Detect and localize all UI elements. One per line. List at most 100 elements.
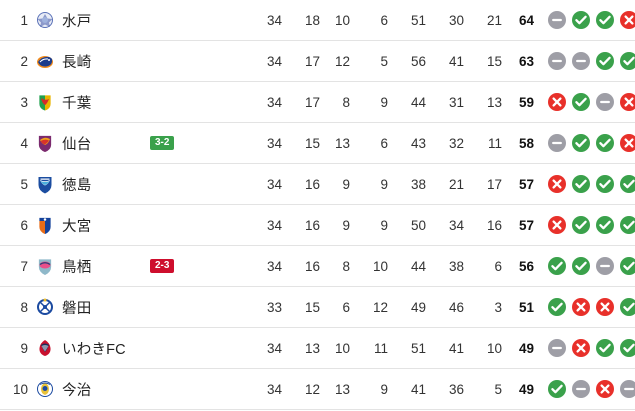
form-cross-icon[interactable]: [548, 216, 566, 234]
goals-for-cell: 51: [410, 340, 426, 356]
form-check-icon[interactable]: [548, 380, 566, 398]
goal-difference-cell: 16: [486, 217, 502, 233]
form-check-icon[interactable]: [620, 52, 635, 70]
form-dash-icon[interactable]: [548, 52, 566, 70]
drawn-cell: 8: [342, 94, 350, 110]
goal-difference-cell: 21: [486, 12, 502, 28]
form-check-icon[interactable]: [572, 134, 590, 152]
lost-cell: 9: [380, 381, 388, 397]
form-check-icon[interactable]: [620, 257, 635, 275]
stats-group: 34 13 10 11 51 41 10 49: [252, 341, 534, 356]
form-dash-icon[interactable]: [572, 380, 590, 398]
table-row[interactable]: 10 今治 34 12 13 9 41 36 5 49: [0, 369, 635, 410]
goals-against-cell: 21: [448, 176, 464, 192]
form-cross-icon[interactable]: [620, 134, 635, 152]
form-check-icon[interactable]: [596, 11, 614, 29]
form-check-icon[interactable]: [548, 298, 566, 316]
goal-difference-cell: 17: [486, 176, 502, 192]
form-dash-icon[interactable]: [620, 380, 635, 398]
table-row[interactable]: 6 大宮 34 16 9 9 50 34 16 57: [0, 205, 635, 246]
goals-against-cell: 36: [448, 381, 464, 397]
form-group: [548, 216, 635, 234]
form-cross-icon[interactable]: [596, 380, 614, 398]
rank-cell: 7: [20, 258, 28, 274]
goals-against-cell: 31: [448, 94, 464, 110]
lost-cell: 9: [380, 94, 388, 110]
form-dash-icon[interactable]: [548, 134, 566, 152]
form-check-icon[interactable]: [620, 175, 635, 193]
form-group: [548, 134, 635, 152]
table-row[interactable]: 8 磐田 33 15 6 12 49 46 3 51: [0, 287, 635, 328]
stats-group: 34 17 12 5 56 41 15 63: [252, 54, 534, 69]
jubilo-iwata-crest: [28, 296, 62, 318]
team-name[interactable]: 仙台: [62, 136, 92, 153]
played-cell: 33: [266, 299, 282, 315]
form-group: [548, 93, 635, 111]
form-cross-icon[interactable]: [596, 298, 614, 316]
goals-against-cell: 32: [448, 135, 464, 151]
lost-cell: 12: [372, 299, 388, 315]
rank-cell: 3: [20, 94, 28, 110]
form-check-icon[interactable]: [596, 175, 614, 193]
rank-cell: 6: [20, 217, 28, 233]
form-cross-icon[interactable]: [572, 339, 590, 357]
points-cell: 57: [518, 176, 534, 192]
stats-group: 33 15 6 12 49 46 3 51: [252, 300, 534, 315]
goal-difference-cell: 5: [494, 381, 502, 397]
fc-imabari-crest: [28, 378, 62, 400]
goals-for-cell: 38: [410, 176, 426, 192]
form-check-icon[interactable]: [548, 257, 566, 275]
form-check-icon[interactable]: [620, 298, 635, 316]
table-row[interactable]: 1 水戸 34 18 10 6 51 30 21 64: [0, 0, 635, 41]
form-dash-icon[interactable]: [548, 11, 566, 29]
goal-difference-cell: 15: [486, 53, 502, 69]
form-cross-icon[interactable]: [572, 298, 590, 316]
form-dash-icon[interactable]: [572, 52, 590, 70]
form-check-icon[interactable]: [572, 11, 590, 29]
form-check-icon[interactable]: [572, 216, 590, 234]
form-check-icon[interactable]: [572, 257, 590, 275]
live-score-badge[interactable]: 3-2: [150, 136, 175, 150]
team-name[interactable]: 水戸: [62, 13, 92, 30]
form-cross-icon[interactable]: [548, 175, 566, 193]
team-name[interactable]: 今治: [62, 382, 92, 399]
table-row[interactable]: 4 仙台 3-2 34 15 13 6 43 32 11 58: [0, 123, 635, 164]
table-row[interactable]: 2 長崎 34 17 12 5 56 41 15 63: [0, 41, 635, 82]
form-check-icon[interactable]: [596, 52, 614, 70]
table-row[interactable]: 5 徳島 34 16 9 9 38 21 17 57: [0, 164, 635, 205]
form-cross-icon[interactable]: [620, 93, 635, 111]
form-dash-icon[interactable]: [596, 257, 614, 275]
played-cell: 34: [266, 340, 282, 356]
table-row[interactable]: 3 千葉 34 17 8 9 44 31 13 59: [0, 82, 635, 123]
form-check-icon[interactable]: [620, 216, 635, 234]
team-name[interactable]: 長崎: [62, 54, 92, 71]
form-group: [548, 339, 635, 357]
mito-hollyhock-crest: [28, 9, 62, 31]
form-check-icon[interactable]: [596, 339, 614, 357]
table-row[interactable]: 9 いわきFC 34 13 10 11 51 41 10 49: [0, 328, 635, 369]
form-check-icon[interactable]: [596, 216, 614, 234]
lost-cell: 6: [380, 12, 388, 28]
team-name[interactable]: いわきFC: [62, 341, 126, 358]
form-dash-icon[interactable]: [548, 339, 566, 357]
drawn-cell: 8: [342, 258, 350, 274]
form-check-icon[interactable]: [596, 134, 614, 152]
form-check-icon[interactable]: [572, 93, 590, 111]
won-cell: 15: [304, 135, 320, 151]
team-name[interactable]: 鳥栖: [62, 259, 92, 276]
form-dash-icon[interactable]: [596, 93, 614, 111]
live-score-cell: 2-3: [150, 259, 252, 273]
form-cross-icon[interactable]: [620, 11, 635, 29]
form-check-icon[interactable]: [572, 175, 590, 193]
goals-against-cell: 41: [448, 53, 464, 69]
team-name[interactable]: 千葉: [62, 95, 92, 112]
live-score-badge[interactable]: 2-3: [150, 259, 175, 273]
form-check-icon[interactable]: [620, 339, 635, 357]
goals-against-cell: 34: [448, 217, 464, 233]
form-cross-icon[interactable]: [548, 93, 566, 111]
team-name[interactable]: 徳島: [62, 177, 92, 194]
team-name[interactable]: 大宮: [62, 218, 92, 235]
team-name[interactable]: 磐田: [62, 300, 92, 317]
table-row[interactable]: 7 鳥栖 2-3 34 16 8 10 44 38 6 56: [0, 246, 635, 287]
rank-cell: 10: [12, 381, 28, 397]
